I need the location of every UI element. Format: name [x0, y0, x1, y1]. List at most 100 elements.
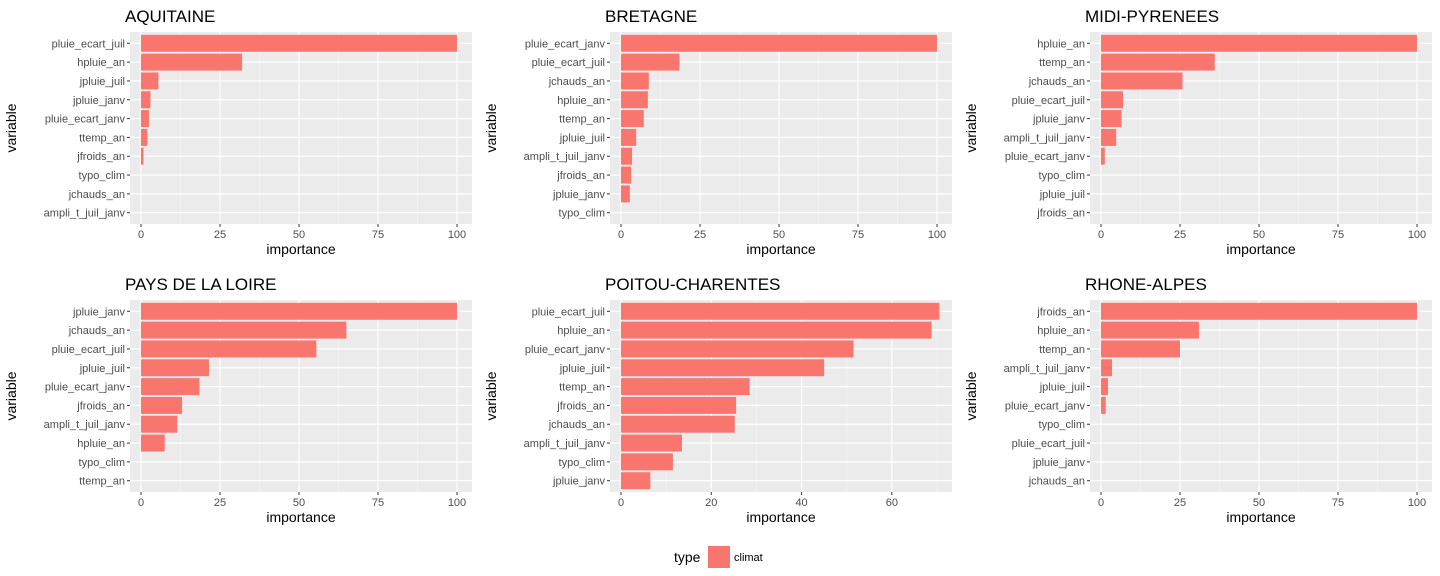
bar — [1101, 34, 1417, 52]
y-tick-label: typo_clim — [1039, 170, 1085, 182]
y-tick-label: pluie_ecart_janv — [45, 382, 126, 394]
y-axis-label: variable — [483, 371, 499, 420]
bar — [1101, 321, 1199, 339]
bar — [621, 378, 750, 396]
y-tick-label: jchauds_an — [68, 325, 125, 337]
x-tick-label: 0 — [618, 497, 624, 509]
y-tick-label: ampli_t_juil_janv — [1004, 363, 1086, 375]
x-tick-label: 50 — [293, 497, 305, 509]
x-tick-label: 0 — [618, 229, 624, 241]
x-tick-label: 100 — [448, 229, 466, 241]
y-tick-label: jpluie_juil — [559, 363, 605, 375]
bar — [141, 378, 200, 396]
bar — [141, 321, 347, 339]
panel-title: AQUITAINE — [125, 7, 215, 26]
bar — [1101, 110, 1122, 128]
x-tick-label: 0 — [138, 497, 144, 509]
x-axis-label: importance — [1226, 241, 1295, 257]
y-tick-label: jpluie_janv — [552, 189, 605, 201]
x-axis-label: importance — [746, 509, 815, 525]
bar — [141, 34, 457, 52]
x-tick-label: 100 — [1408, 229, 1426, 241]
x-tick-label: 100 — [928, 229, 946, 241]
legend-swatch — [708, 546, 730, 568]
bar — [141, 72, 159, 90]
y-tick-label: jpluie_juil — [79, 76, 125, 88]
bar — [621, 72, 649, 90]
y-tick-label: jfroids_an — [76, 151, 125, 163]
y-tick-label: jpluie_janv — [72, 95, 125, 107]
y-tick-label: jfroids_an — [556, 400, 605, 412]
y-axis-label: variable — [3, 103, 19, 152]
y-tick-label: jpluie_janv — [72, 306, 125, 318]
bar — [141, 110, 149, 128]
y-tick-label: ttemp_an — [559, 382, 605, 394]
bar — [621, 110, 644, 128]
bar — [1101, 340, 1180, 358]
bar — [141, 434, 165, 452]
y-tick-label: ampli_t_juil_janv — [44, 208, 126, 220]
bar — [621, 91, 648, 109]
bar — [621, 321, 932, 339]
x-axis-label: importance — [266, 509, 335, 525]
x-tick-label: 50 — [1253, 497, 1265, 509]
x-tick-label: 25 — [1174, 497, 1186, 509]
y-tick-label: pluie_ecart_juil — [1012, 95, 1085, 107]
y-tick-label: ampli_t_juil_janv — [44, 419, 126, 431]
bar — [621, 453, 673, 471]
y-tick-label: ampli_t_juil_janv — [524, 151, 606, 163]
bar — [141, 147, 144, 165]
y-tick-label: pluie_ecart_juil — [532, 306, 605, 318]
y-tick-label: typo_clim — [79, 170, 125, 182]
y-tick-label: hpluie_an — [77, 57, 125, 69]
y-axis-label: variable — [3, 371, 19, 420]
x-tick-label: 25 — [694, 229, 706, 241]
bar — [621, 434, 682, 452]
panel-title: BRETAGNE — [605, 7, 697, 26]
y-tick-label: jpluie_juil — [559, 132, 605, 144]
bar — [621, 53, 680, 71]
bar — [141, 53, 243, 71]
y-tick-label: ttemp_an — [79, 132, 125, 144]
x-tick-label: 50 — [1253, 229, 1265, 241]
x-tick-label: 20 — [705, 497, 717, 509]
bar — [141, 415, 178, 433]
bar — [1101, 72, 1183, 90]
y-tick-label: pluie_ecart_janv — [525, 38, 606, 50]
x-tick-label: 75 — [372, 229, 384, 241]
panel-bretagne: BRETAGNE 0 25 50 75 100 pluie_ecart_janv pluie_… — [483, 7, 952, 257]
bar — [621, 302, 940, 320]
bar — [141, 340, 317, 358]
bar — [621, 128, 637, 146]
x-tick-label: 60 — [886, 497, 898, 509]
y-tick-label: typo_clim — [559, 208, 605, 220]
bar — [1101, 359, 1113, 377]
x-tick-label: 75 — [852, 229, 864, 241]
y-axis-label: variable — [963, 371, 979, 420]
y-tick-label: jfroids_an — [1036, 306, 1085, 318]
x-tick-label: 25 — [214, 497, 226, 509]
y-tick-label: jchauds_an — [1028, 476, 1085, 488]
bar — [1101, 378, 1108, 396]
bar — [141, 91, 151, 109]
y-tick-label: hpluie_an — [1037, 325, 1085, 337]
bar — [621, 472, 651, 490]
bar — [141, 359, 209, 377]
y-tick-label: jchauds_an — [1028, 76, 1085, 88]
y-tick-label: hpluie_an — [1037, 38, 1085, 50]
y-tick-label: ttemp_an — [79, 476, 125, 488]
x-axis-label: importance — [746, 241, 815, 257]
y-tick-label: jpluie_juil — [1039, 189, 1085, 201]
y-tick-label: pluie_ecart_janv — [1005, 400, 1086, 412]
x-tick-label: 0 — [138, 229, 144, 241]
x-tick-label: 25 — [214, 229, 226, 241]
x-tick-label: 100 — [1408, 497, 1426, 509]
y-tick-label: typo_clim — [79, 457, 125, 469]
y-tick-label: jfroids_an — [76, 400, 125, 412]
y-tick-label: jpluie_janv — [552, 476, 605, 488]
y-axis-label: variable — [963, 103, 979, 152]
panel-title: POITOU-CHARENTES — [605, 275, 780, 294]
y-tick-label: hpluie_an — [77, 438, 125, 450]
y-tick-label: jchauds_an — [68, 189, 125, 201]
